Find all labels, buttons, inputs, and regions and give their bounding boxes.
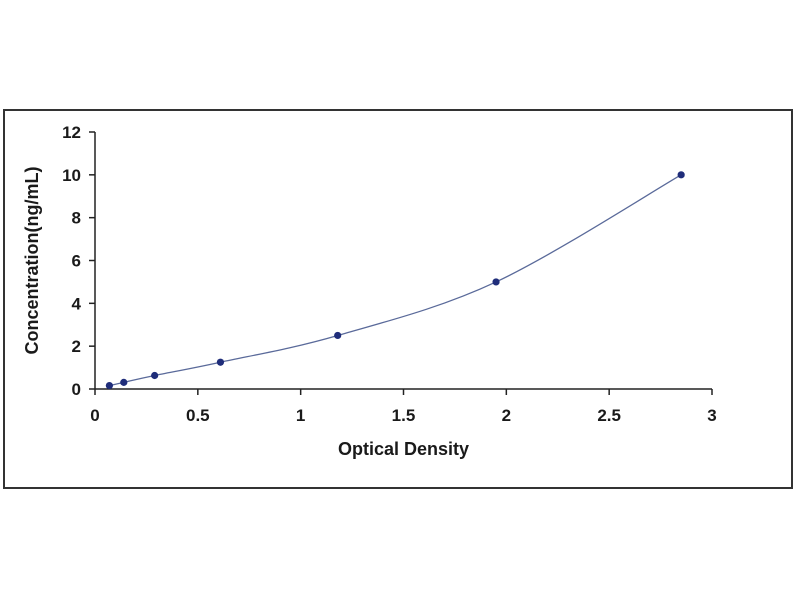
y-tick-label: 0: [72, 380, 81, 399]
y-tick-label: 12: [62, 123, 81, 142]
y-axis-title: Concentration(ng/mL): [22, 167, 42, 355]
chart-frame: [3, 109, 793, 489]
y-tick-label: 10: [62, 166, 81, 185]
data-points: [105, 171, 685, 390]
x-axis-title: Optical Density: [338, 439, 469, 459]
y-tick-label: 6: [72, 252, 81, 271]
data-point: [151, 371, 159, 380]
x-tick-label: 0: [90, 406, 99, 425]
x-tick-label: 3: [707, 406, 716, 425]
x-tick-label: 2: [502, 406, 511, 425]
trend-curve: [109, 174, 682, 387]
data-point: [492, 278, 500, 286]
y-tick-label: 4: [72, 294, 82, 313]
x-tick-label: 0.5: [186, 406, 210, 425]
x-tick-label: 1.5: [392, 406, 416, 425]
x-tick-label: 2.5: [597, 406, 621, 425]
data-point: [334, 331, 342, 340]
data-point: [120, 378, 128, 386]
data-point: [105, 381, 113, 390]
x-tick-label: 1: [296, 406, 305, 425]
x-axis-ticks: 0 0.5 1 1.5 2 2.5 3: [90, 389, 717, 425]
y-axis-ticks: 0 2 4 6 8 10 12: [62, 123, 95, 399]
y-tick-label: 2: [72, 337, 81, 356]
data-point: [677, 171, 685, 179]
data-point: [216, 358, 225, 366]
y-tick-label: 8: [72, 209, 81, 228]
